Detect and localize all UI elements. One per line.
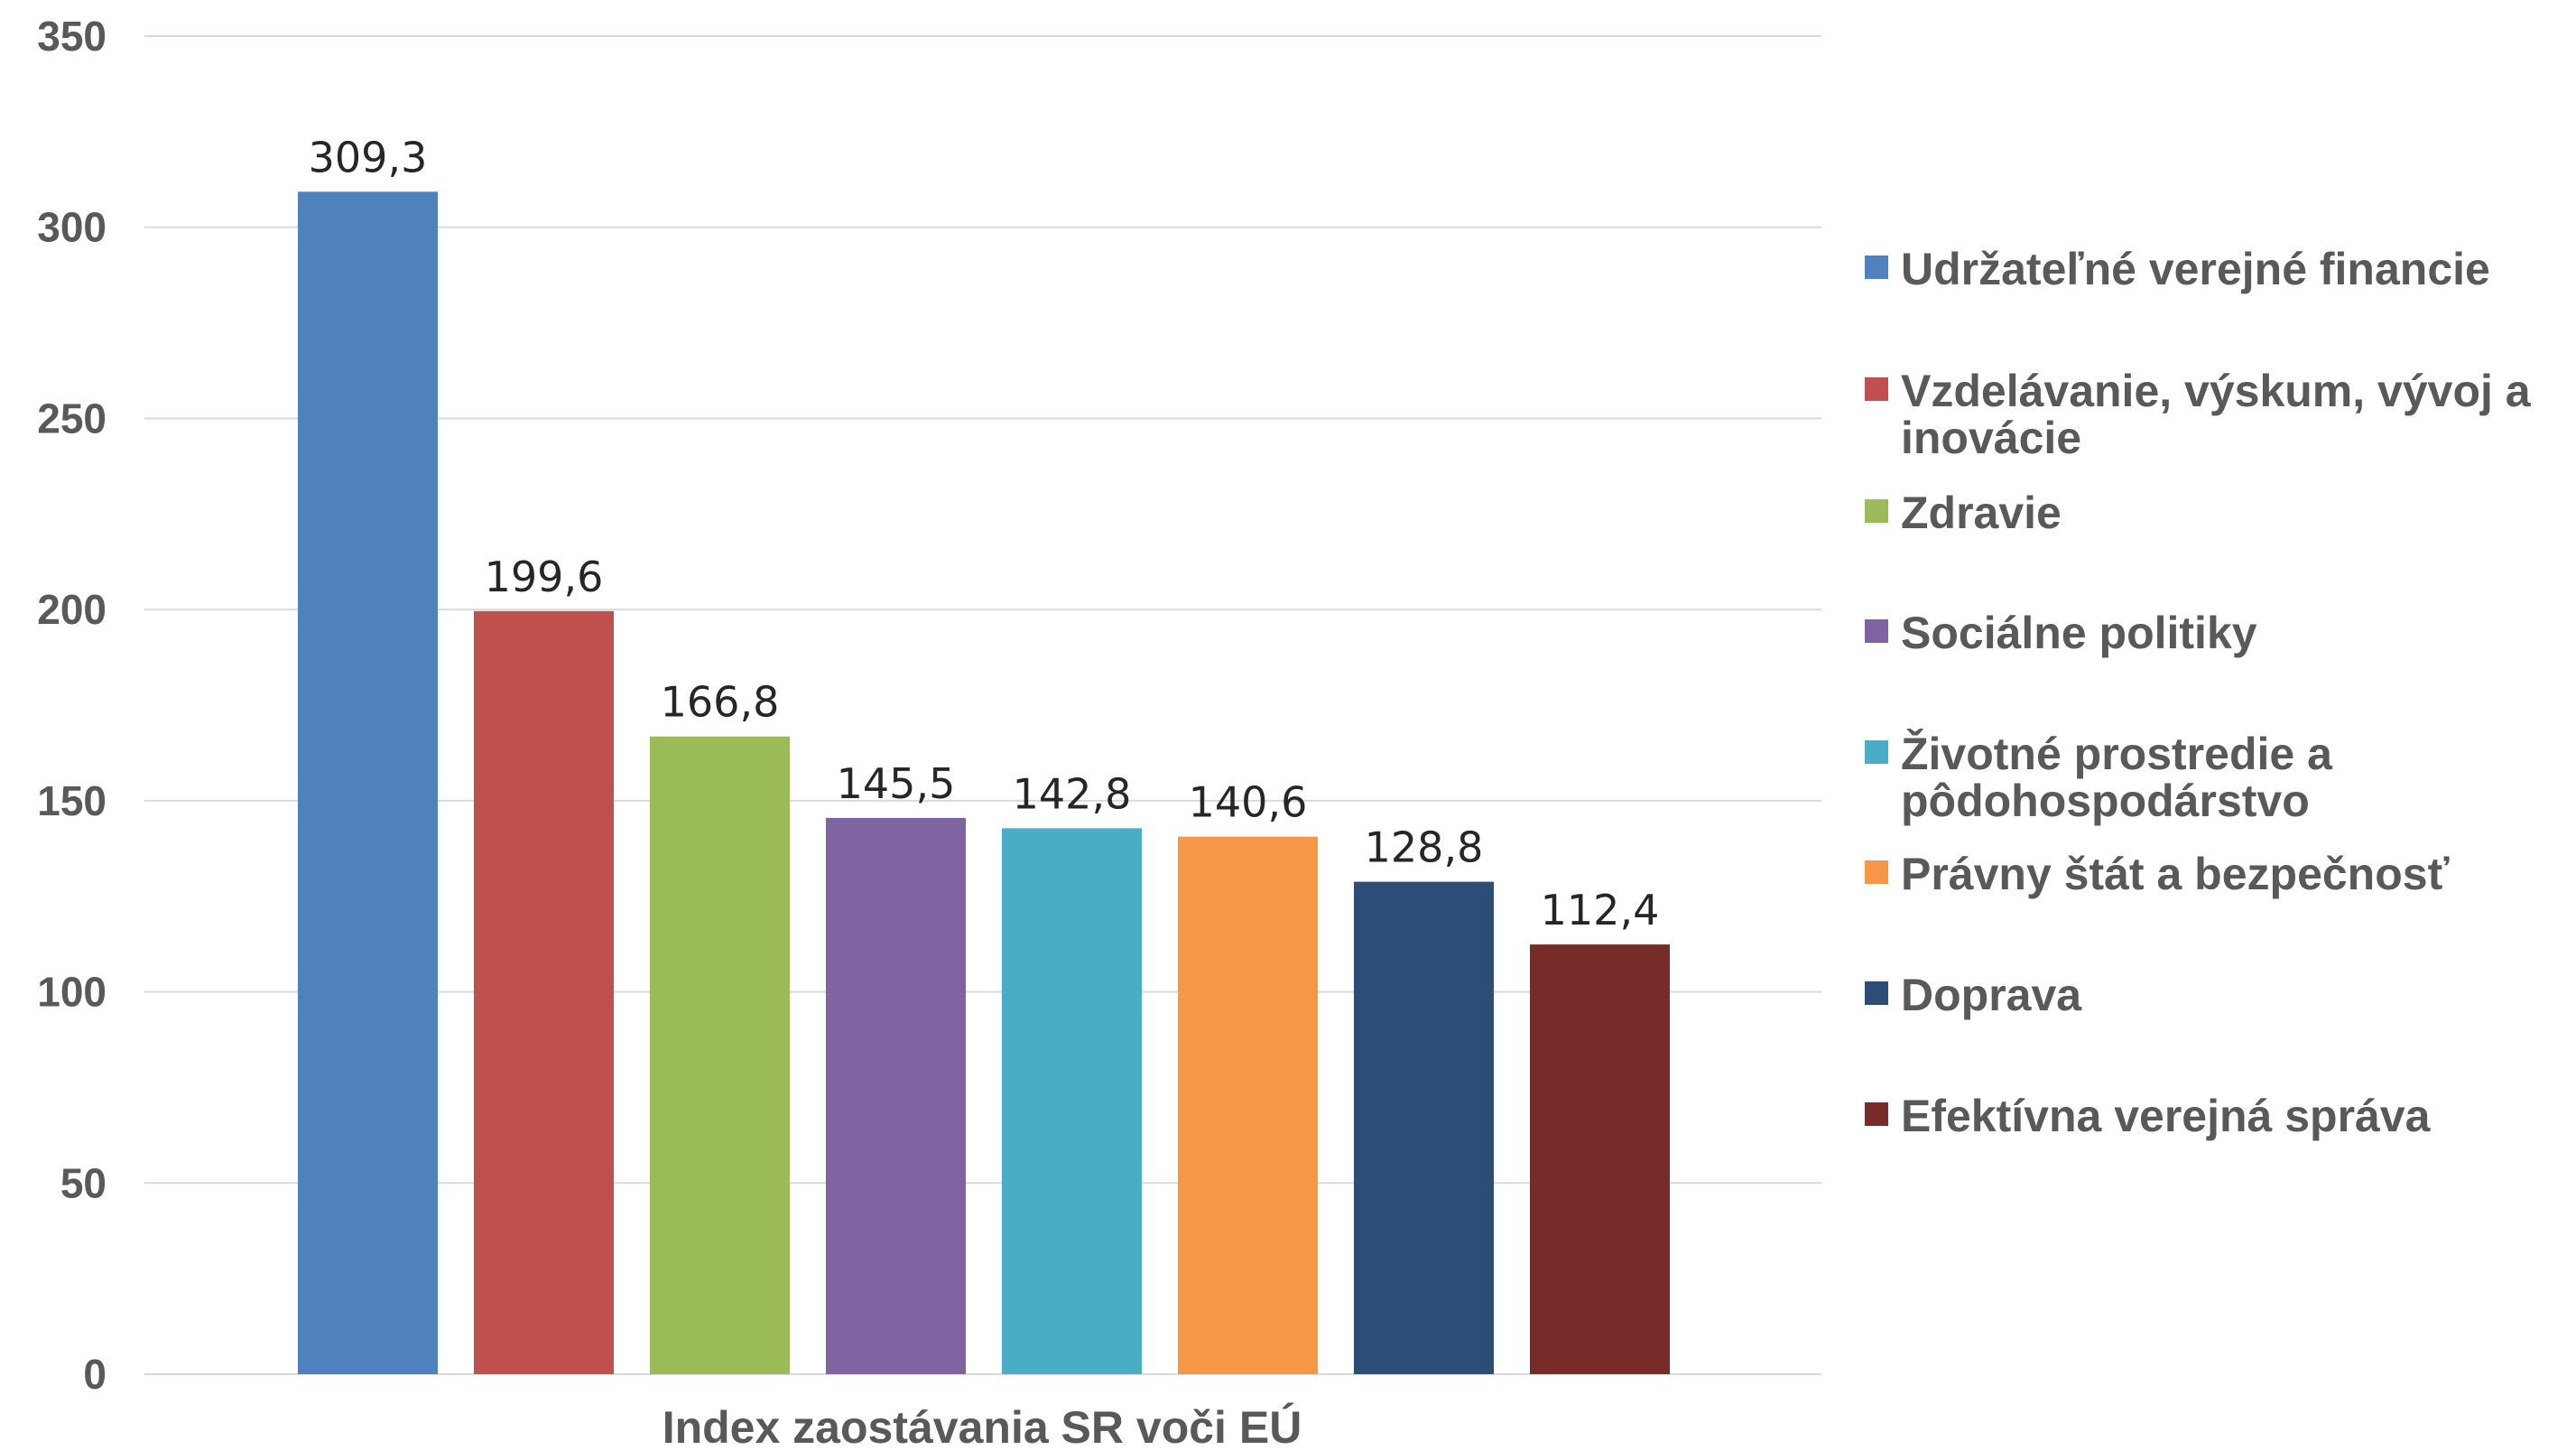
legend-entry: Životné prostredie a pôdohospodárstvo <box>1901 729 2333 826</box>
legend-entry: Sociálne politiky <box>1901 608 2257 658</box>
bar <box>826 818 966 1374</box>
legend-swatch <box>1865 860 1888 884</box>
bar <box>1354 882 1494 1374</box>
legend-swatch <box>1865 1102 1888 1126</box>
bar <box>298 191 438 1374</box>
y-tick-label: 350 <box>37 13 107 60</box>
legend-entry: Vzdelávanie, výskum, vývoj a inovácie <box>1901 366 2532 463</box>
data-label: 142,8 <box>1013 769 1132 818</box>
legend-entry: Zdravie <box>1901 488 2062 538</box>
y-tick-label: 100 <box>37 969 107 1016</box>
y-axis-ticks: 0 50 100 150 200 250 300 350 <box>37 13 107 1398</box>
legend-entry: Právny štát a bezpečnosť <box>1901 849 2450 899</box>
data-label: 128,8 <box>1365 823 1484 872</box>
y-tick-label: 50 <box>60 1159 107 1206</box>
legend-swatch <box>1865 377 1888 401</box>
legend-swatch <box>1865 740 1888 764</box>
legend-swatch <box>1865 499 1888 523</box>
bar <box>1530 944 1670 1374</box>
bar <box>650 737 790 1374</box>
y-tick-label: 200 <box>37 586 107 633</box>
bar <box>474 611 614 1374</box>
y-tick-label: 300 <box>37 204 107 251</box>
x-axis-label: Index zaostávania SR voči EÚ <box>663 1402 1302 1450</box>
legend-swatch <box>1865 981 1888 1005</box>
legend: Udržateľné verejné financie Vzdelávanie, … <box>1865 244 2532 1141</box>
data-label: 309,3 <box>309 133 428 181</box>
legend-entry: Doprava <box>1901 970 2082 1020</box>
legend-entry: Efektívna verejná správa <box>1901 1091 2432 1141</box>
data-label: 166,8 <box>661 678 780 727</box>
data-label: 112,4 <box>1541 886 1660 934</box>
y-tick-label: 150 <box>37 777 107 824</box>
data-label: 140,6 <box>1189 778 1308 827</box>
legend-swatch <box>1865 619 1888 643</box>
bar <box>1178 837 1318 1374</box>
bars <box>298 191 1670 1374</box>
y-tick-label: 250 <box>37 395 107 442</box>
data-label: 145,5 <box>837 759 956 808</box>
data-label: 199,6 <box>485 553 604 601</box>
y-tick-label: 0 <box>83 1351 107 1398</box>
legend-entry: Udržateľné verejné financie <box>1901 244 2490 294</box>
legend-swatch <box>1865 256 1888 279</box>
bar <box>1002 828 1142 1374</box>
